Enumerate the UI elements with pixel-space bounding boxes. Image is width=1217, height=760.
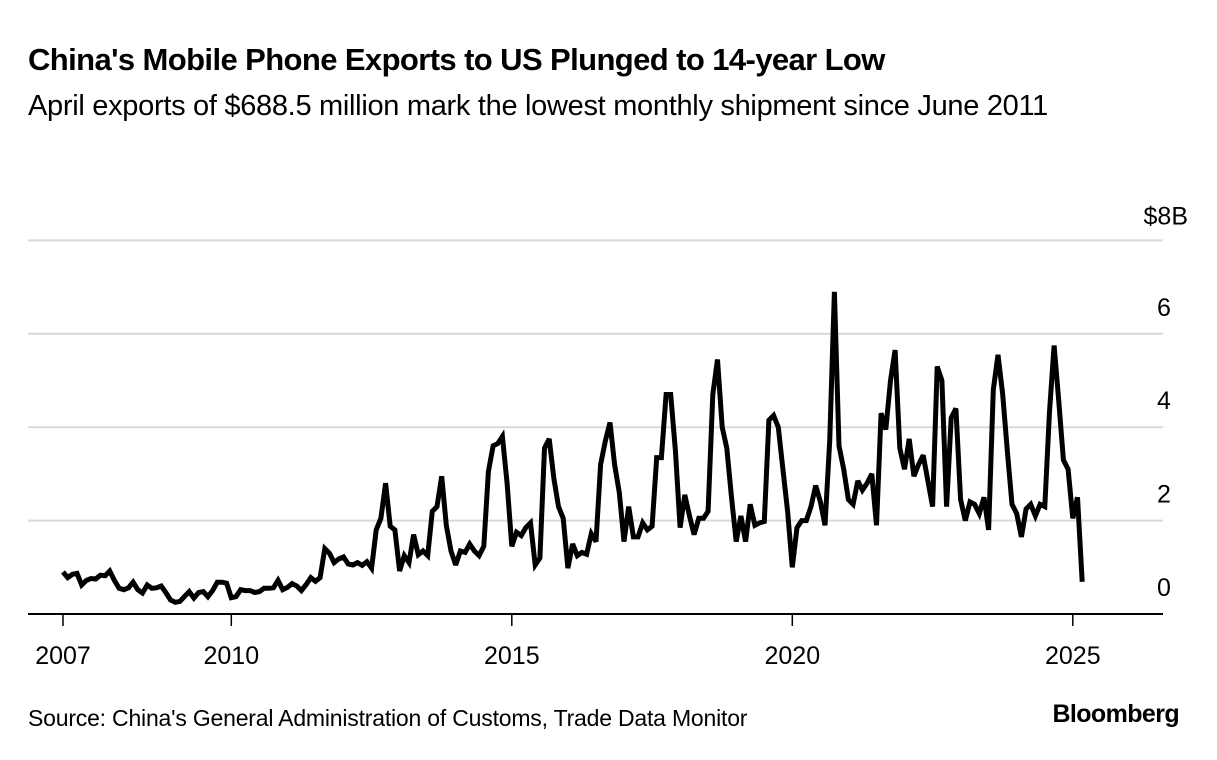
- source-note: Source: China's General Administration o…: [28, 705, 748, 731]
- bloomberg-logo: Bloomberg: [1052, 700, 1179, 728]
- y-axis: 0 2 4 6 $8B: [1144, 202, 1188, 602]
- series-layer: [61, 291, 1085, 605]
- x-tick-label: 2020: [764, 642, 820, 670]
- y-tick-label: 4: [1157, 387, 1171, 415]
- y-tick-label: $8B: [1144, 202, 1188, 230]
- x-tick-label: 2025: [1045, 642, 1101, 670]
- y-tick-label: 2: [1157, 481, 1171, 509]
- x-tick-label: 2007: [35, 642, 91, 670]
- x-tick-label: 2015: [484, 642, 540, 670]
- chart-title: China's Mobile Phone Exports to US Plung…: [28, 42, 885, 77]
- y-tick-label: 0: [1157, 574, 1171, 602]
- series-line-0: [61, 291, 1085, 605]
- y-tick-label: 6: [1157, 294, 1171, 322]
- x-tick-label: 2010: [203, 642, 259, 670]
- chart-subtitle: April exports of $688.5 million mark the…: [28, 90, 1048, 122]
- x-axis: 2007 2010 2015 2020 2025: [35, 614, 1101, 670]
